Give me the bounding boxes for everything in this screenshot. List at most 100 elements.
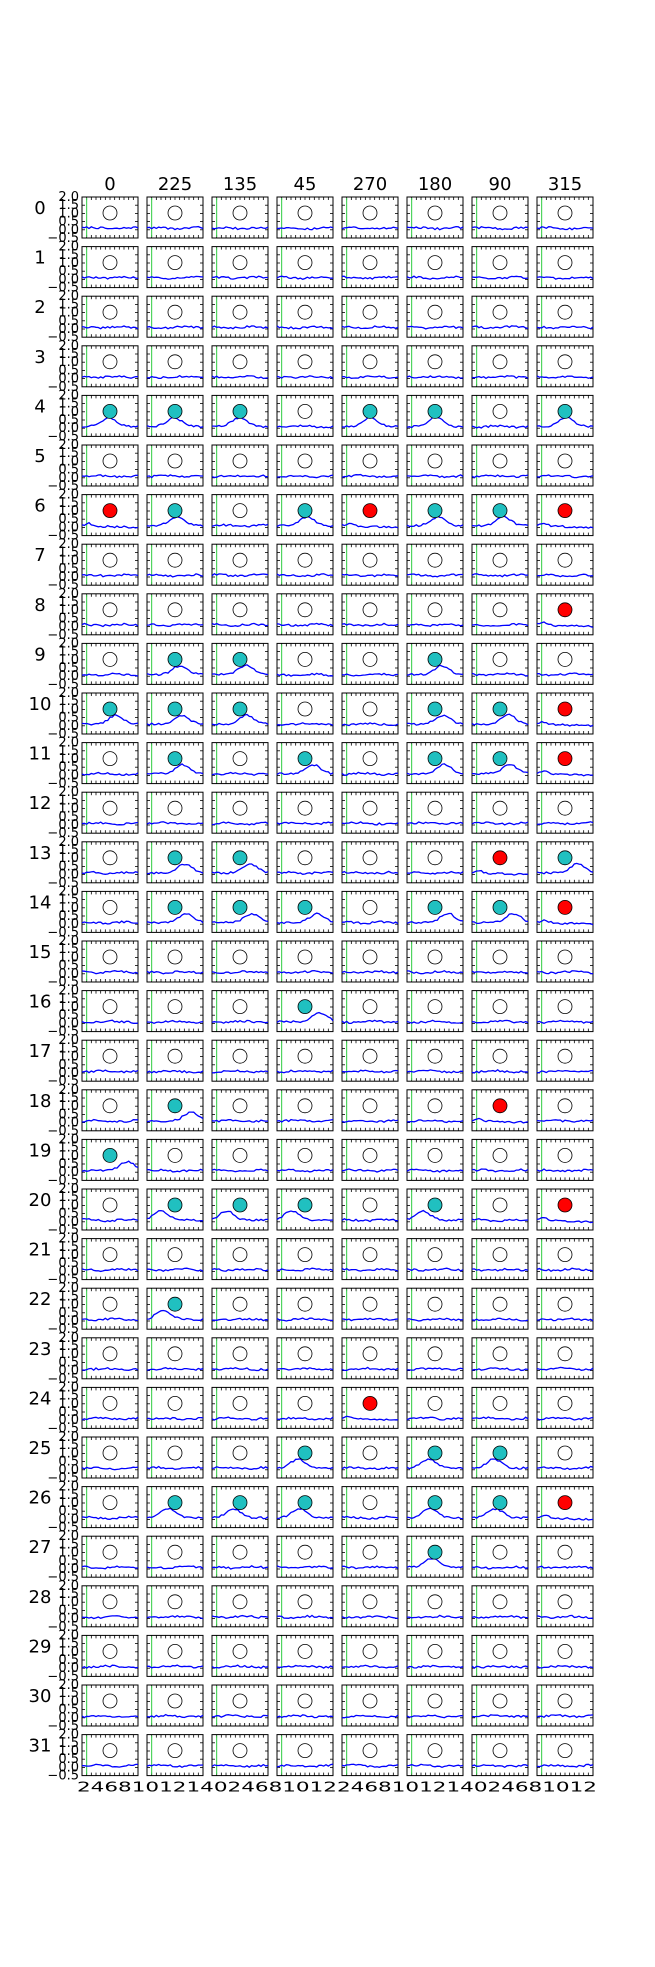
panel-r2-c5: [407, 296, 463, 337]
marker-none: [298, 702, 312, 716]
panel-r3-c5: [407, 346, 463, 387]
response-trace: [472, 227, 528, 230]
response-trace: [212, 864, 268, 874]
response-trace: [407, 624, 463, 626]
marker-none: [103, 305, 117, 319]
panel-r10-c6: [472, 693, 528, 734]
marker-none: [298, 851, 312, 865]
panel-r2-c0: [82, 296, 138, 337]
panel-r16-c4: [342, 991, 398, 1032]
panel-r0-c3: [277, 197, 333, 238]
marker-none: [558, 553, 572, 567]
marker-response: [298, 504, 312, 518]
y-tick-label: 2.0: [58, 488, 79, 503]
panel-r0-c0: [82, 197, 138, 238]
response-trace: [82, 277, 138, 280]
response-trace: [472, 1020, 528, 1022]
panel-r9-c1: [147, 643, 203, 684]
panel-r8-c0: [82, 594, 138, 635]
response-trace: [407, 914, 463, 924]
panel-r10-c4: [342, 693, 398, 734]
marker-none: [363, 900, 377, 914]
marker-none: [103, 1049, 117, 1063]
panel-r14-c4: [342, 891, 398, 932]
panel-r4-c5: [407, 395, 463, 436]
marker-response: [168, 900, 182, 914]
panel-r17-c1: [147, 1040, 203, 1081]
marker-none: [363, 851, 377, 865]
marker-none: [233, 504, 247, 518]
row-label-17: 17: [29, 1041, 52, 1062]
panel-r7-c3: [277, 544, 333, 585]
response-trace: [342, 523, 398, 527]
marker-none: [103, 801, 117, 815]
response-trace: [277, 425, 333, 428]
response-trace: [342, 971, 398, 974]
marker-none: [428, 950, 442, 964]
response-trace: [82, 673, 138, 676]
marker-none: [428, 355, 442, 369]
response-trace: [147, 914, 203, 924]
row-label-5: 5: [34, 446, 45, 467]
panel-r4-c7: [537, 395, 593, 436]
panel-r1-c3: [277, 247, 333, 288]
panel-r2-c3: [277, 296, 333, 337]
row-label-10: 10: [29, 694, 52, 715]
panel-r1-c6: [472, 247, 528, 288]
response-trace: [472, 673, 528, 676]
row-label-7: 7: [34, 545, 45, 566]
marker-none: [298, 801, 312, 815]
response-trace: [147, 1021, 203, 1024]
marker-none: [233, 206, 247, 220]
response-trace: [472, 376, 528, 379]
response-trace: [342, 574, 398, 577]
panel-r5-c6: [472, 445, 528, 486]
marker-response: [233, 404, 247, 418]
panel-r13-c6: [472, 842, 528, 883]
response-trace: [537, 822, 593, 825]
response-trace: [147, 276, 203, 279]
response-trace: [147, 716, 203, 726]
marker-none: [493, 553, 507, 567]
panel-r11-c0: [82, 743, 138, 784]
marker-none: [493, 1000, 507, 1014]
response-trace: [147, 822, 203, 825]
marker-none: [493, 355, 507, 369]
response-trace: [407, 326, 463, 329]
panel-r13-c0: [82, 842, 138, 883]
response-trace: [147, 1071, 203, 1073]
response-trace: [82, 1070, 138, 1073]
panel-r9-c4: [342, 643, 398, 684]
panel-r13-c7: [537, 842, 593, 883]
response-trace: [537, 1020, 593, 1023]
response-trace: [212, 326, 268, 329]
panel-r5-c4: [342, 445, 398, 486]
column-label-90: 90: [489, 174, 512, 195]
marker-none: [233, 603, 247, 617]
panel-r13-c2: [212, 842, 268, 883]
panel-r7-c0: [82, 544, 138, 585]
panel-r8-c2: [212, 594, 268, 635]
marker-none: [558, 801, 572, 815]
panel-r9-c6: [472, 643, 528, 684]
marker-none: [493, 652, 507, 666]
panel-r15-c4: [342, 941, 398, 982]
marker-none: [298, 355, 312, 369]
marker-none: [233, 1000, 247, 1014]
marker-response: [233, 702, 247, 716]
marker-none: [363, 702, 377, 716]
column-label-315: 315: [548, 174, 582, 195]
marker-none: [428, 305, 442, 319]
marker-none: [428, 851, 442, 865]
marker-none: [233, 454, 247, 468]
marker-response: [493, 702, 507, 716]
panel-r4-c4: [342, 395, 398, 436]
response-trace: [537, 227, 593, 230]
response-trace: [212, 1020, 268, 1023]
response-trace: [82, 1020, 138, 1023]
marker-none: [168, 801, 182, 815]
marker-none: [298, 950, 312, 964]
response-trace: [147, 227, 203, 230]
panel-r15-c1: [147, 941, 203, 982]
row-label-9: 9: [34, 644, 45, 665]
